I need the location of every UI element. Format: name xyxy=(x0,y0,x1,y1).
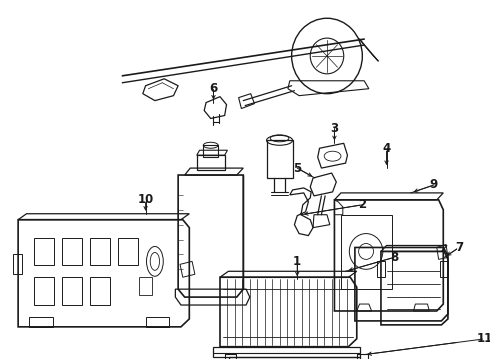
Text: 2: 2 xyxy=(358,198,367,211)
Text: 9: 9 xyxy=(430,179,438,192)
Text: 7: 7 xyxy=(455,241,463,254)
Bar xyxy=(90,277,110,305)
Text: 4: 4 xyxy=(382,142,391,155)
Bar xyxy=(197,155,224,170)
Bar xyxy=(357,354,368,360)
Bar xyxy=(229,357,360,360)
Bar xyxy=(34,238,54,265)
Bar xyxy=(62,238,82,265)
Text: 1: 1 xyxy=(293,255,301,268)
Text: 3: 3 xyxy=(330,122,339,135)
Bar xyxy=(62,277,82,305)
Bar xyxy=(90,238,110,265)
Bar xyxy=(34,277,54,305)
Bar xyxy=(203,145,218,157)
Text: 8: 8 xyxy=(390,251,398,264)
Bar xyxy=(118,238,138,265)
Bar xyxy=(214,347,361,357)
Bar xyxy=(224,354,236,360)
Bar xyxy=(267,140,293,178)
Text: 6: 6 xyxy=(209,82,218,95)
Text: 5: 5 xyxy=(293,162,301,175)
Text: 10: 10 xyxy=(138,193,154,206)
Bar xyxy=(139,277,152,295)
Bar xyxy=(341,215,392,289)
Text: 11: 11 xyxy=(477,332,490,345)
